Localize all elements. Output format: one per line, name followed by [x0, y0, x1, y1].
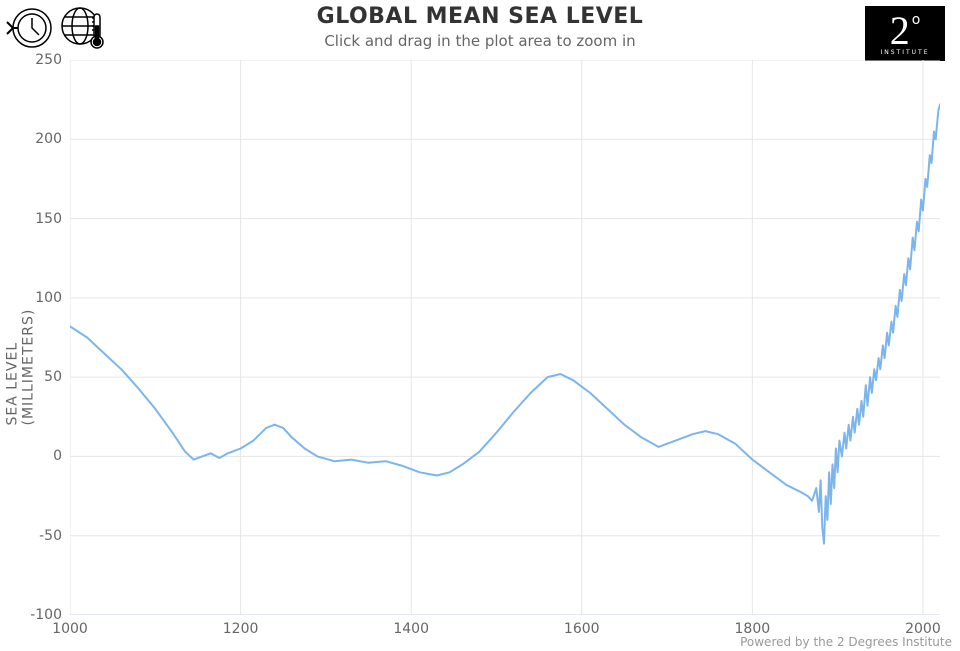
plot-area[interactable]: -100-50050100150200250100012001400160018… [70, 60, 940, 615]
x-tick: 1600 [564, 621, 600, 637]
chart-title: GLOBAL MEAN SEA LEVEL [0, 4, 960, 29]
y-tick: -50 [39, 528, 62, 544]
chart-container: 2 o INSTITUTE GLOBAL MEAN SEA LEVEL Clic… [0, 0, 960, 651]
credit-text: Powered by the 2 Degrees Institute [740, 635, 952, 649]
x-tick: 1200 [223, 621, 259, 637]
y-tick: 200 [35, 131, 62, 147]
y-tick: 50 [44, 369, 62, 385]
x-tick: 1400 [393, 621, 429, 637]
y-tick: 100 [35, 290, 62, 306]
y-tick: 250 [35, 52, 62, 68]
chart-svg [70, 60, 940, 615]
chart-subtitle: Click and drag in the plot area to zoom … [0, 32, 960, 50]
y-tick: 150 [35, 211, 62, 227]
y-tick: 0 [53, 448, 62, 464]
logo-subtitle: INSTITUTE [880, 49, 929, 56]
x-tick: 1000 [52, 621, 88, 637]
